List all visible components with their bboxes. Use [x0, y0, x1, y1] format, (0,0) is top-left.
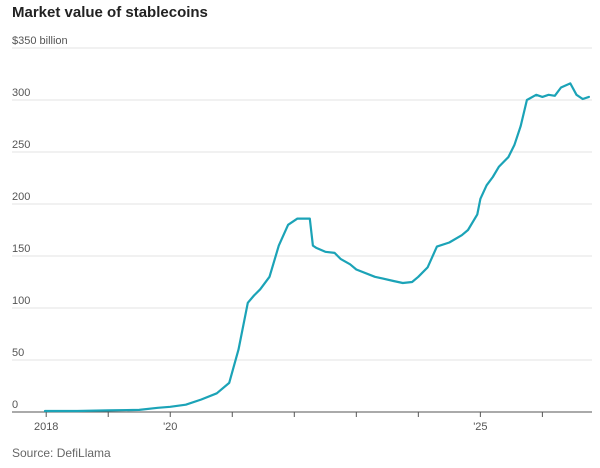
series-layer: [43, 82, 590, 413]
source-note: Source: DefiLlama: [12, 446, 111, 460]
y-tick-label: 50: [12, 347, 24, 359]
line-chart: $350 billion 300 250 200 150 100 50 0 2018 '20 '25: [12, 35, 592, 433]
gridlines: [12, 47, 592, 361]
y-tick-label: 200: [12, 191, 30, 203]
x-tick-label: 2018: [34, 421, 58, 433]
x-tick-label: '20: [163, 421, 177, 433]
x-tick-label: '25: [473, 421, 487, 433]
axes: $350 billion 300 250 200 150 100 50 0 2018 '20 '25: [12, 35, 592, 433]
y-tick-label: 100: [12, 295, 30, 307]
y-tick-label: 250: [12, 139, 30, 151]
y-tick-label: 0: [12, 399, 18, 411]
series-line-0: [43, 82, 590, 413]
chart-title: Market value of stablecoins: [12, 4, 208, 21]
y-tick-label: $350 billion: [12, 35, 68, 47]
y-tick-label: 300: [12, 87, 30, 99]
y-tick-label: 150: [12, 243, 30, 255]
